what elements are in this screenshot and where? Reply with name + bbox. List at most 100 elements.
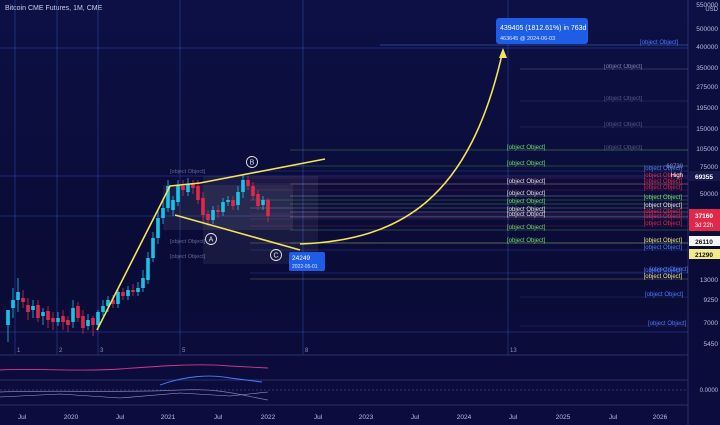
time-axis-label: Jul bbox=[314, 414, 323, 421]
candle-body bbox=[246, 180, 250, 186]
candle-body bbox=[76, 306, 80, 318]
fib-level-label: [object Object] bbox=[644, 268, 683, 274]
price-tag: 69355 bbox=[695, 174, 713, 181]
price-axis-label: 275000 bbox=[696, 84, 718, 91]
price-tag-bg bbox=[689, 236, 720, 246]
candle-body bbox=[256, 194, 260, 206]
price-axis-label: 105000 bbox=[696, 146, 718, 153]
candle-body bbox=[41, 312, 45, 316]
candle-body bbox=[136, 288, 140, 292]
low-callout-price: 24249 bbox=[292, 255, 310, 262]
time-axis-label: 2022 bbox=[261, 414, 276, 421]
current-price: 37160 bbox=[695, 213, 713, 220]
fib-level-label: [object Object] bbox=[644, 203, 683, 209]
indicator-line bbox=[0, 389, 269, 401]
fib-level-label: [object Object] bbox=[507, 161, 546, 167]
wave-point-label: B bbox=[250, 160, 255, 167]
fib-level-label: [object Object] bbox=[507, 199, 546, 205]
fib-level-label: [object Object] bbox=[644, 221, 683, 227]
indicator-line bbox=[0, 391, 269, 399]
candle-body bbox=[131, 290, 135, 292]
fib-level-label: [object Object] bbox=[507, 207, 546, 213]
indicator-value: 0.0000 bbox=[700, 388, 719, 394]
price-axis-label: 550000 bbox=[696, 2, 718, 9]
candle-body bbox=[221, 202, 225, 212]
candle-body bbox=[176, 185, 180, 202]
time-axis-label: 2023 bbox=[359, 414, 374, 421]
fib-level-label: [object Object] bbox=[507, 179, 546, 185]
candle-body bbox=[111, 300, 115, 304]
projection-callout-sub: 463645 @ 2024-06-03 bbox=[500, 36, 555, 42]
candle-body bbox=[236, 192, 240, 205]
fib-level-label: [object Object] bbox=[507, 225, 546, 231]
price-tag: 21290 bbox=[695, 252, 713, 259]
fib-level-label: [object Object] bbox=[170, 169, 206, 175]
wave-line bbox=[96, 182, 201, 331]
candle-body bbox=[211, 210, 215, 220]
price-axis-label: 75000 bbox=[700, 164, 718, 171]
candle-body bbox=[181, 186, 185, 190]
range-box bbox=[163, 185, 293, 230]
cycle-number: 2 bbox=[59, 348, 63, 354]
candle-body bbox=[91, 318, 95, 325]
price-axis-label: 7000 bbox=[704, 320, 719, 327]
time-axis-label: Jul bbox=[509, 414, 518, 421]
wedge-upper-line bbox=[199, 158, 326, 184]
fib-level-label: [object Object] bbox=[170, 239, 206, 245]
fib-level-label: [object Object] bbox=[604, 96, 643, 102]
time-axis-label: 2025 bbox=[556, 414, 571, 421]
candle-body bbox=[226, 200, 230, 202]
fib-level-label: [object Object] bbox=[507, 191, 546, 197]
candle-body bbox=[31, 306, 35, 310]
candle-body bbox=[46, 311, 50, 320]
candle-body bbox=[51, 318, 55, 322]
fib-level-label: [object Object] bbox=[604, 64, 643, 70]
current-price-badge-bg bbox=[689, 209, 720, 231]
fib-level-label: [object Object] bbox=[644, 209, 683, 215]
candle-body bbox=[216, 210, 220, 212]
fib-level-label: [object Object] bbox=[644, 214, 683, 220]
currency-label: USD bbox=[705, 7, 718, 13]
time-axis-label: Jul bbox=[214, 414, 223, 421]
candle-body bbox=[81, 316, 85, 328]
fib-level-label: [object Object] bbox=[644, 195, 683, 201]
candle-body bbox=[121, 292, 125, 296]
time-axis-label: 2026 bbox=[653, 414, 668, 421]
fib-level-label: [object Object] bbox=[507, 212, 546, 218]
range-box bbox=[203, 176, 318, 264]
candle-body bbox=[56, 318, 60, 322]
fib-level-label: [object Object] bbox=[648, 321, 687, 327]
wave-point-label: A bbox=[209, 237, 214, 244]
projection-arrow-head bbox=[499, 48, 507, 58]
candle-body bbox=[151, 238, 155, 258]
fib-level-label: [object Object] bbox=[644, 166, 683, 172]
time-axis-label: 2024 bbox=[457, 414, 472, 421]
candle-body bbox=[261, 200, 265, 205]
cycle-number: 5 bbox=[182, 348, 186, 354]
candle-body bbox=[106, 300, 110, 306]
price-axis-label: 5450 bbox=[704, 341, 719, 348]
fib-level-label: [object Object] bbox=[170, 254, 206, 260]
candle-body bbox=[161, 208, 165, 218]
candle-body bbox=[11, 300, 15, 308]
candle-body bbox=[251, 186, 255, 196]
candle-body bbox=[61, 316, 65, 322]
candle-body bbox=[171, 200, 175, 210]
fib-level-label: [object Object] bbox=[507, 238, 546, 244]
fib-level-label: [object Object] bbox=[644, 245, 683, 251]
candle-body bbox=[16, 292, 20, 300]
fib-level-label: [object Object] bbox=[645, 292, 684, 298]
candle-body bbox=[71, 308, 75, 322]
candle-body bbox=[141, 278, 145, 288]
candle-body bbox=[166, 186, 170, 208]
candle-body bbox=[191, 184, 195, 188]
cycle-number: 8 bbox=[305, 348, 309, 354]
fib-level-label: [object Object] bbox=[604, 145, 643, 151]
time-axis-label: Jul bbox=[411, 414, 420, 421]
candle-body bbox=[96, 312, 100, 325]
candle-body bbox=[6, 310, 10, 325]
candle-body bbox=[101, 306, 105, 312]
fib-level-label: [object Object] bbox=[507, 145, 546, 151]
